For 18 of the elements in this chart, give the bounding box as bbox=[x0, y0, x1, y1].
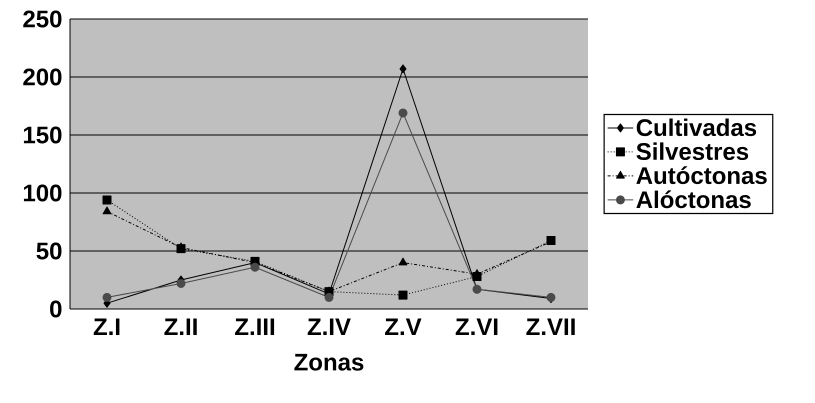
x-axis-title: Zonas bbox=[294, 354, 364, 371]
x-tick-label: Z.IV bbox=[308, 318, 351, 336]
x-tick-label: Z.VI bbox=[456, 318, 498, 336]
x-tick-label: Z.II bbox=[164, 318, 197, 336]
y-tick-label: 150 bbox=[24, 126, 62, 144]
y-tick-label: 50 bbox=[36, 242, 62, 260]
x-tick-label: Z.V bbox=[385, 318, 422, 336]
legend-label: Alóctonas bbox=[636, 190, 751, 208]
x-tick-label: Z.I bbox=[94, 318, 120, 336]
y-tick-label: 250 bbox=[23, 10, 62, 28]
x-tick-label: Z.III bbox=[235, 318, 274, 336]
legend-label: Autóctonas bbox=[636, 166, 767, 184]
legend-label: Cultivadas bbox=[636, 118, 756, 136]
y-tick-label: 200 bbox=[23, 68, 62, 86]
legend-label: Silvestres bbox=[636, 142, 748, 160]
y-tick-label: 100 bbox=[24, 184, 62, 202]
x-tick-label: Z.VII bbox=[526, 318, 575, 336]
y-tick-label: 0 bbox=[50, 300, 62, 318]
